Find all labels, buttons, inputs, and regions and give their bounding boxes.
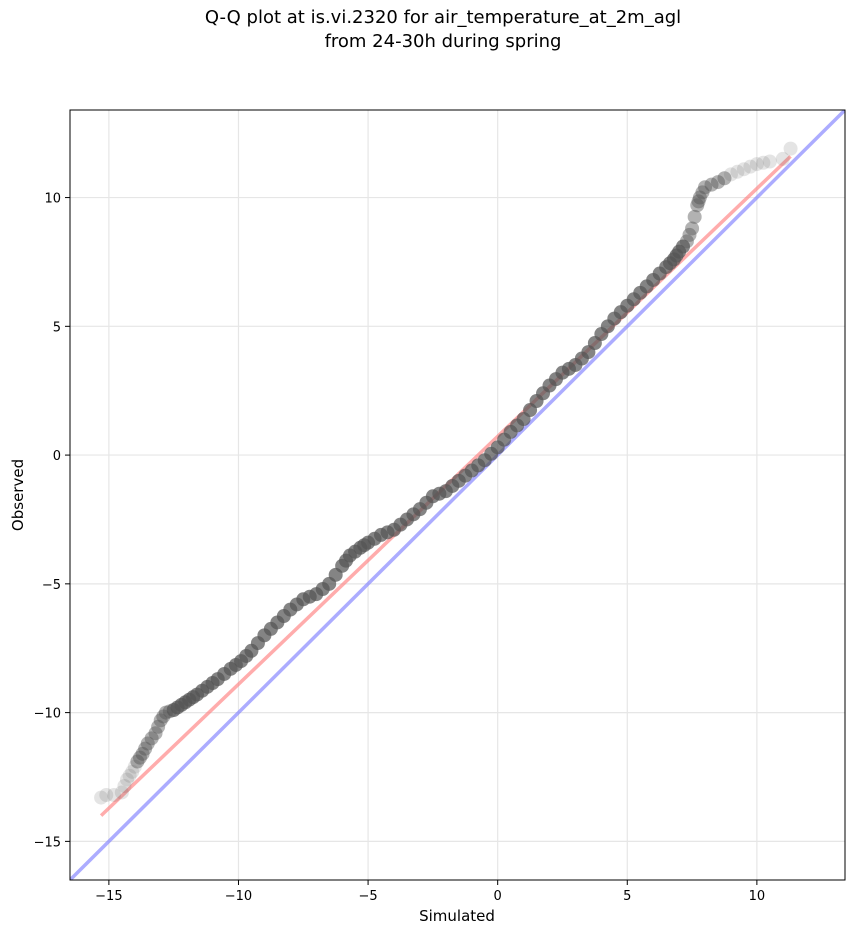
- quantile-point: [775, 151, 790, 166]
- quantile-point: [114, 785, 129, 800]
- y-tick-label: −15: [34, 835, 61, 850]
- y-axis-label: Observed: [9, 459, 27, 531]
- x-tick-label: −5: [358, 889, 377, 904]
- quantile-point: [140, 736, 155, 751]
- quantile-point: [99, 788, 114, 803]
- quantile-point: [762, 154, 777, 169]
- chart-title-block: Q-Q plot at is.vi.2320 for air_temperatu…: [0, 6, 854, 54]
- y-tick-label: 5: [53, 320, 61, 335]
- quantile-point: [692, 190, 707, 205]
- quantile-point: [130, 754, 145, 769]
- y-tick-label: −10: [34, 707, 61, 722]
- x-axis-ticks: −15 −10 −5 0 5 10: [95, 880, 765, 904]
- x-axis-label: Simulated: [419, 907, 495, 925]
- quantile-point: [125, 764, 140, 779]
- quantile-point: [756, 155, 771, 170]
- quantile-point: [679, 234, 694, 249]
- quantile-points: [94, 141, 798, 805]
- quantile-point: [120, 772, 135, 787]
- quantile-point: [122, 768, 137, 783]
- y-tick-label: 10: [44, 192, 61, 207]
- quantile-point: [704, 177, 719, 192]
- chart-title: Q-Q plot at is.vi.2320 for air_temperatu…: [204, 7, 682, 28]
- quantile-point: [783, 141, 798, 156]
- x-tick-label: −15: [95, 889, 122, 904]
- quantile-point: [687, 209, 702, 224]
- quantile-point: [743, 159, 758, 174]
- quantile-point: [135, 746, 150, 761]
- quantile-point: [723, 167, 738, 182]
- grid-lines: [70, 110, 845, 880]
- quantile-point: [144, 731, 159, 746]
- quantile-point: [717, 171, 732, 186]
- quantile-point: [749, 157, 764, 172]
- y-tick-label: 0: [53, 449, 61, 464]
- quantile-point: [736, 162, 751, 177]
- x-tick-label: −10: [225, 889, 252, 904]
- quantile-point: [730, 164, 745, 179]
- y-axis-ticks: −15 −10 −5 0 5 10: [34, 192, 70, 850]
- quantile-point: [691, 194, 706, 209]
- x-tick-label: 5: [623, 889, 631, 904]
- identity-line: [70, 110, 845, 880]
- axes-frame: [69, 109, 846, 881]
- chart-subtitle: from 24-30h during spring: [324, 31, 562, 52]
- quantile-point: [682, 227, 697, 242]
- quantile-point: [685, 221, 700, 236]
- quantile-point: [151, 719, 166, 734]
- quantile-point: [690, 198, 705, 213]
- quantile-point: [153, 713, 168, 728]
- x-tick-label: 0: [494, 889, 502, 904]
- quantile-point: [127, 759, 142, 774]
- quantile-point: [148, 726, 163, 741]
- quantile-point: [94, 790, 109, 805]
- quantile-point: [695, 185, 710, 200]
- quantile-point: [132, 750, 147, 765]
- quantile-point: [107, 788, 122, 803]
- quantile-point: [698, 180, 713, 195]
- quantile-point: [117, 779, 132, 794]
- quantile-point: [138, 741, 153, 756]
- quantile-point: [710, 175, 725, 190]
- quantile-point: [156, 709, 171, 724]
- x-tick-label: 10: [749, 889, 766, 904]
- quantile-point: [676, 239, 691, 254]
- y-tick-label: −5: [42, 578, 61, 593]
